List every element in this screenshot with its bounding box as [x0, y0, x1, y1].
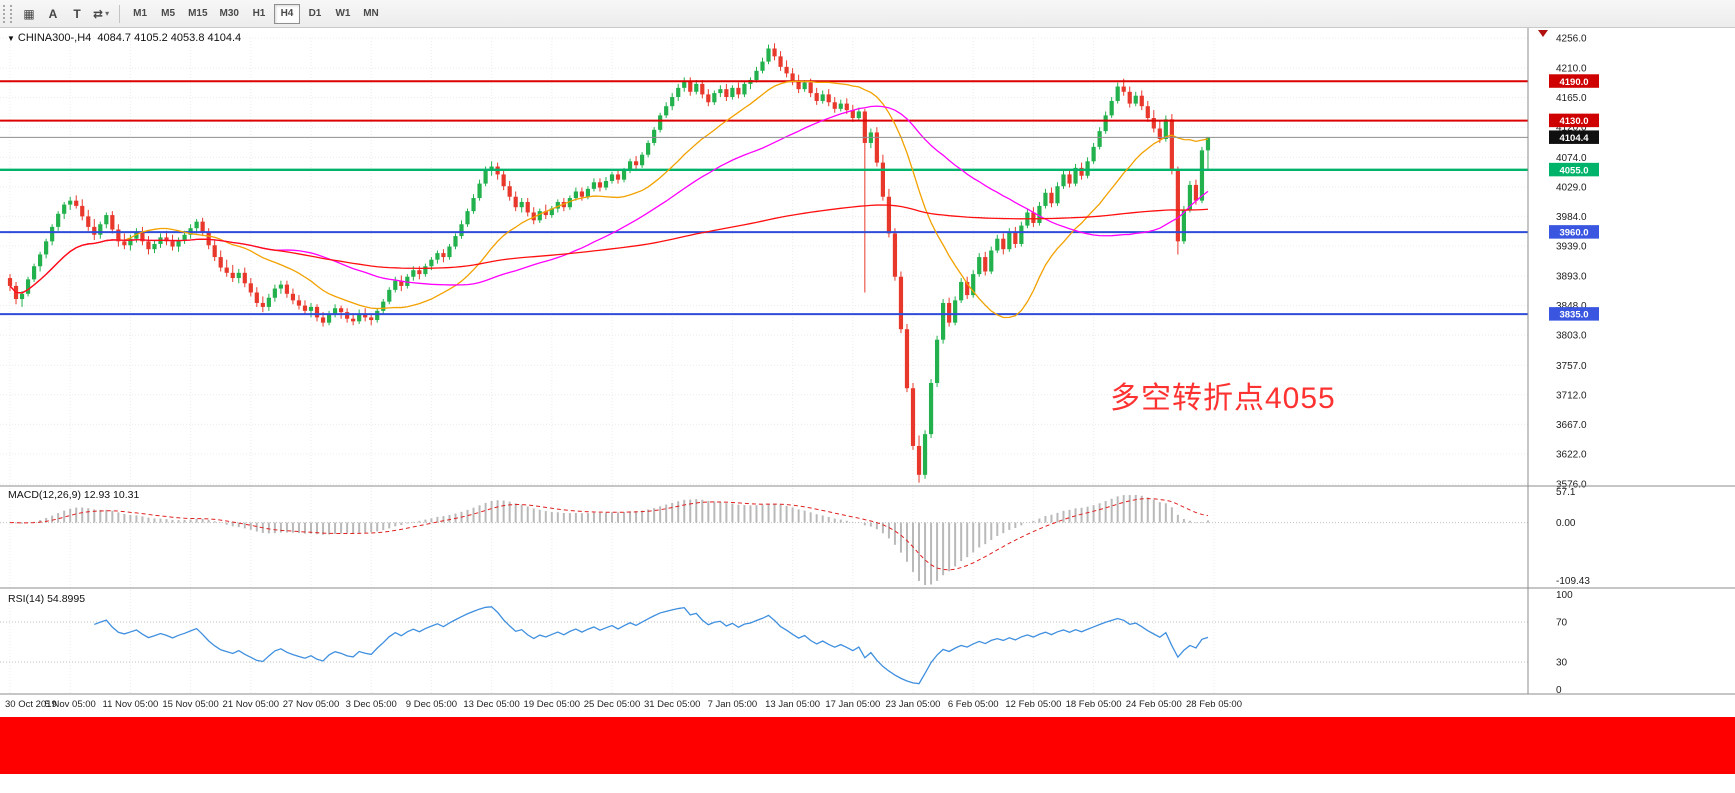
svg-text:4130.0: 4130.0 [1559, 116, 1588, 127]
svg-text:18 Feb 05:00: 18 Feb 05:00 [1066, 699, 1122, 710]
timeframe-d1-button[interactable]: D1 [302, 4, 328, 24]
indicators-icon[interactable]: ⇄ ▾ [89, 3, 113, 25]
chart-canvas[interactable]: 4256.0 4210.0 4165.0 4120.0 4074.0 4029.0 3984… [0, 28, 1735, 714]
svg-text:3803.0: 3803.0 [1556, 331, 1587, 342]
svg-text:3893.0: 3893.0 [1556, 272, 1587, 283]
svg-text:4210.0: 4210.0 [1556, 64, 1587, 75]
chart-region: 4256.0 4210.0 4165.0 4120.0 4074.0 4029.0 3984… [0, 28, 1735, 714]
svg-text:3984.0: 3984.0 [1556, 212, 1587, 223]
svg-text:100: 100 [1556, 590, 1573, 601]
svg-text:70: 70 [1556, 618, 1568, 629]
timeframe-w1-button[interactable]: W1 [330, 4, 356, 24]
svg-text:4104.4: 4104.4 [1559, 133, 1589, 144]
ma_mid-line [9, 105, 1209, 294]
svg-text:30 Oct 2019: 30 Oct 2019 [5, 699, 57, 710]
svg-text:17 Jan 05:00: 17 Jan 05:00 [825, 699, 880, 710]
timeframe-bar: M1 M5 M15 M30 H1 H4 D1 W1 MN [126, 3, 385, 24]
svg-text:3 Dec 05:00: 3 Dec 05:00 [346, 699, 397, 710]
rsi-panel: 100 70 30 0 [0, 590, 1573, 696]
chart-title: ▼ CHINA300-,H4 4084.7 4105.2 4053.8 4104.… [7, 32, 241, 44]
svg-text:7 Jan 05:00: 7 Jan 05:00 [708, 699, 758, 710]
svg-text:30: 30 [1556, 658, 1568, 669]
ma_slow-line [9, 204, 1209, 294]
candles-layer [7, 43, 1211, 483]
svg-text:6 Feb 05:00: 6 Feb 05:00 [948, 699, 999, 710]
svg-text:31 Dec 05:00: 31 Dec 05:00 [644, 699, 701, 710]
svg-text:-109.43: -109.43 [1556, 576, 1590, 587]
font-style-icon[interactable]: A [41, 3, 65, 25]
timeframe-m1-button[interactable]: M1 [127, 4, 153, 24]
timeframe-m5-button[interactable]: M5 [155, 4, 181, 24]
svg-text:15 Nov 05:00: 15 Nov 05:00 [162, 699, 219, 710]
svg-text:23 Jan 05:00: 23 Jan 05:00 [886, 699, 941, 710]
svg-text:3757.0: 3757.0 [1556, 361, 1587, 372]
rsi-indicator-label: RSI(14) 54.8995 [8, 593, 86, 605]
svg-text:13 Dec 05:00: 13 Dec 05:00 [463, 699, 520, 710]
panel-separators [0, 28, 1735, 695]
svg-text:0: 0 [1556, 685, 1562, 696]
svg-text:4165.0: 4165.0 [1556, 93, 1587, 104]
svg-text:21 Nov 05:00: 21 Nov 05:00 [223, 699, 280, 710]
svg-text:28 Feb 05:00: 28 Feb 05:00 [1186, 699, 1242, 710]
ma_fast-line [9, 80, 1209, 319]
toolbar-drag-handle[interactable] [3, 4, 12, 23]
annotation-text[interactable]: 多空转折点4055 [1110, 382, 1336, 415]
timeframe-h4-button[interactable]: H4 [273, 3, 300, 24]
svg-text:19 Dec 05:00: 19 Dec 05:00 [524, 699, 581, 710]
svg-text:3622.0: 3622.0 [1556, 449, 1587, 460]
svg-text:11 Nov 05:00: 11 Nov 05:00 [102, 699, 158, 710]
svg-text:4074.0: 4074.0 [1556, 153, 1587, 164]
svg-text:4055.0: 4055.0 [1559, 165, 1588, 176]
timeframe-mn-button[interactable]: MN [358, 4, 384, 24]
grid-layer [0, 37, 1528, 694]
timeframe-m30-button[interactable]: M30 [215, 4, 244, 24]
svg-text:4190.0: 4190.0 [1559, 77, 1588, 88]
footer-red-bar [0, 717, 1735, 774]
svg-text:9 Dec 05:00: 9 Dec 05:00 [406, 699, 457, 710]
charts-grid-icon[interactable]: ▦ [17, 3, 41, 25]
svg-text:4120.0: 4120.0 [1556, 123, 1587, 134]
symbol-marker-icon: ▼ [7, 34, 15, 43]
svg-text:25 Dec 05:00: 25 Dec 05:00 [584, 699, 641, 710]
svg-text:24 Feb 05:00: 24 Feb 05:00 [1126, 699, 1182, 710]
svg-text:3960.0: 3960.0 [1559, 228, 1588, 239]
svg-text:3848.0: 3848.0 [1556, 301, 1587, 312]
svg-text:3835.0: 3835.0 [1559, 310, 1588, 321]
svg-text:57.1: 57.1 [1556, 487, 1576, 498]
symbol-label: CHINA300-,H4 [17, 32, 92, 44]
level-lines-layer[interactable] [0, 80, 1528, 316]
svg-text:12 Feb 05:00: 12 Feb 05:00 [1005, 699, 1061, 710]
timeframe-m15-button[interactable]: M15 [183, 4, 212, 24]
toolbar-icons: ▦ A T ⇄ ▾ [17, 3, 113, 25]
svg-text:27 Nov 05:00: 27 Nov 05:00 [283, 699, 340, 710]
svg-text:0.00: 0.00 [1556, 518, 1576, 529]
macd-signal-line [9, 498, 1209, 571]
svg-text:13 Jan 05:00: 13 Jan 05:00 [765, 699, 820, 710]
text-object-icon[interactable]: T [65, 3, 89, 25]
toolbar: ▦ A T ⇄ ▾ M1 M5 M15 M30 H1 H4 D1 W1 MN [0, 0, 1735, 28]
chart-shift-marker-icon[interactable] [1538, 30, 1548, 37]
svg-text:3576.0: 3576.0 [1556, 480, 1587, 491]
price-axis[interactable]: 4256.0 4210.0 4165.0 4120.0 4074.0 4029.0 3984… [1549, 34, 1599, 491]
svg-text:5 Nov 05:00: 5 Nov 05:00 [45, 699, 96, 710]
svg-text:4256.0: 4256.0 [1556, 34, 1587, 45]
svg-text:3712.0: 3712.0 [1556, 390, 1587, 401]
timeframe-h1-button[interactable]: H1 [246, 4, 272, 24]
ohlc-label: 4084.7 4105.2 4053.8 4104.4 [97, 32, 242, 44]
svg-text:3939.0: 3939.0 [1556, 241, 1587, 252]
svg-text:4029.0: 4029.0 [1556, 182, 1587, 193]
svg-text:3667.0: 3667.0 [1556, 420, 1587, 431]
macd-indicator-label: MACD(12,26,9) 12.93 10.31 [8, 489, 140, 501]
toolbar-separator [119, 4, 121, 23]
macd-panel: 57.1 0.00 -109.43 [0, 487, 1590, 587]
rsi-line [94, 606, 1209, 685]
